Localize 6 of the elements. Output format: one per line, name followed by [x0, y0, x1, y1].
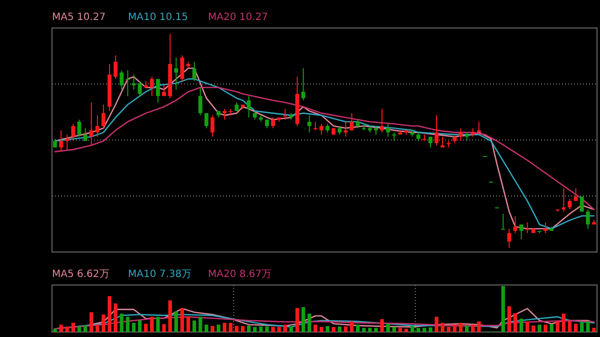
legend-label: MA20 10.27 — [208, 12, 268, 23]
legend-label: MA5 10.27 — [52, 12, 106, 23]
legend-label: MA5 6.62万 — [52, 269, 110, 280]
legend-label: MA10 10.15 — [128, 12, 188, 23]
legend-label: MA20 8.67万 — [208, 269, 272, 280]
legend-label: MA10 7.38万 — [128, 269, 192, 280]
